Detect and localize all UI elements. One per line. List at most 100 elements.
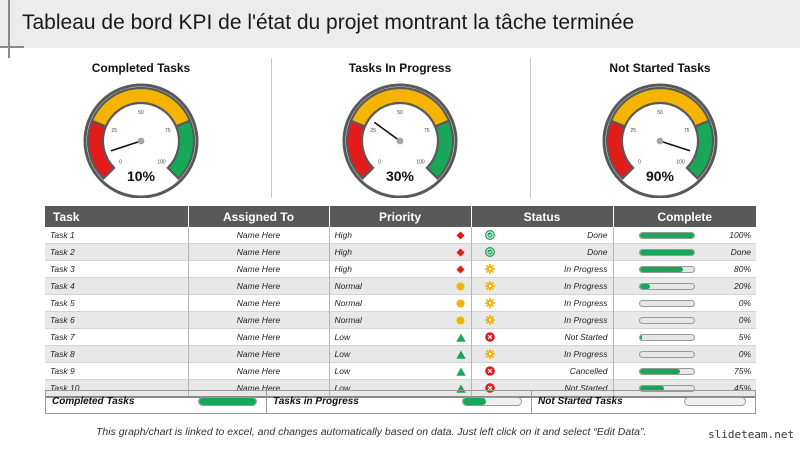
title-accent-line [0, 46, 24, 48]
gauge-needle [659, 140, 691, 152]
progress-bar-fill [639, 385, 664, 391]
table-row[interactable]: Task 4 Name Here Normal In Progress 20% [45, 277, 756, 295]
column-header-complete[interactable]: Complete [613, 206, 756, 227]
gauge-tick-label: 75 [684, 128, 690, 134]
task-name: Task 5 [50, 298, 75, 308]
priority-text: High [334, 247, 352, 257]
gauge-not-started-tasks[interactable]: Not Started Tasks 0 25 50 75 100 90% [560, 58, 760, 198]
complete-value: 80% [733, 264, 751, 274]
task-name: Task 10 [50, 383, 80, 393]
legend-progress-completed [198, 397, 257, 406]
table-row[interactable]: Task 6 Name Here Normal In Progress 0% [45, 311, 756, 329]
yellow-circle-icon [456, 315, 466, 325]
task-name: Task 1 [50, 230, 75, 240]
assignee-name: Name Here [236, 281, 281, 291]
status-cell: Done [471, 227, 614, 244]
gauge-tick-label: 25 [630, 128, 636, 134]
priority-cell: High [329, 227, 472, 244]
column-header-status[interactable]: Status [471, 206, 614, 227]
task-name: Task 3 [50, 264, 75, 274]
priority-text: High [334, 230, 352, 240]
task-cell: Task 2 [45, 243, 189, 261]
progress-bar [638, 231, 695, 239]
status-cell: Not Started [471, 328, 614, 346]
green-triangle-icon [455, 349, 466, 359]
gauge-zone-green [425, 119, 455, 181]
table-row[interactable]: Task 7 Name Here Low Not Started 5% [45, 328, 756, 346]
gear-icon [484, 298, 495, 308]
status-text: Done [587, 247, 608, 257]
assigned-cell: Name Here [188, 277, 330, 295]
progress-bar [638, 316, 695, 324]
complete-cell: 75% [613, 363, 756, 380]
complete-value: 0% [738, 349, 751, 359]
progress-bar-fill [639, 334, 643, 340]
assignee-name: Name Here [236, 383, 281, 393]
complete-cell: 0% [613, 311, 756, 329]
legend-progress-fill [199, 398, 256, 405]
task-name: Task 2 [50, 247, 75, 257]
progress-bar-fill [639, 266, 683, 272]
table-row[interactable]: Task 8 Name Here Low In Progress 0% [45, 345, 756, 363]
legend-progress-in-progress [462, 397, 522, 406]
task-name: Task 7 [50, 332, 75, 342]
table-row[interactable]: Task 9 Name Here Low Cancelled 75% [45, 362, 756, 380]
complete-value: 75% [733, 366, 751, 376]
table-row[interactable]: Task 10 Name Here Low Not Started 45% [45, 379, 756, 397]
assignee-name: Name Here [236, 366, 281, 376]
progress-bar-fill [639, 368, 680, 374]
table-row[interactable]: Task 2 Name Here High Done Done [45, 243, 756, 261]
progress-bar [638, 367, 695, 375]
red-diamond-icon [456, 230, 466, 240]
status-text: Done [587, 230, 608, 240]
assignee-name: Name Here [236, 349, 281, 359]
legend-divider [266, 391, 267, 413]
task-name: Task 4 [50, 281, 75, 291]
title-bar [0, 0, 800, 48]
assignee-name: Name Here [236, 247, 281, 257]
status-text: In Progress [564, 281, 608, 291]
column-header-task[interactable]: Task [45, 206, 189, 227]
legend-bar: Completed Tasks Tasks in Progress Not St… [45, 390, 756, 414]
gear-icon [484, 349, 495, 359]
table-row[interactable]: Task 3 Name Here High In Progress 80% [45, 260, 756, 278]
page-title: Tableau de bord KPI de l'état du projet … [22, 11, 635, 34]
task-table-body: Task 1 Name Here High Done 100% Task 2 N… [45, 227, 756, 397]
task-cell: Task 8 [45, 345, 189, 363]
gauge-hub [137, 137, 145, 145]
status-cell: In Progress [471, 311, 614, 329]
priority-cell: Low [329, 379, 472, 397]
column-header-priority[interactable]: Priority [329, 206, 472, 227]
priority-text: Normal [334, 298, 362, 308]
gauge-tick-label: 25 [111, 128, 117, 134]
table-row[interactable]: Task 1 Name Here High Done 100% [45, 227, 756, 244]
legend-divider [531, 391, 532, 413]
status-text: Not Started [564, 332, 608, 342]
progress-bar [638, 350, 695, 358]
red-x-icon [484, 366, 495, 376]
status-cell: In Progress [471, 260, 614, 278]
assignee-name: Name Here [236, 230, 281, 240]
legend-progress-fill [463, 398, 487, 405]
task-name: Task 8 [50, 349, 75, 359]
priority-text: Low [334, 349, 351, 359]
table-row[interactable]: Task 5 Name Here Normal In Progress 0% [45, 294, 756, 312]
complete-cell: Done [613, 243, 756, 261]
column-header-assigned[interactable]: Assigned To [188, 206, 330, 227]
gauge-completed-tasks[interactable]: Completed Tasks 0 25 50 75 100 10% [41, 58, 241, 198]
assignee-name: Name Here [236, 264, 281, 274]
progress-bar [638, 333, 695, 341]
complete-value: 20% [733, 281, 751, 291]
title-accent-line [8, 0, 10, 58]
assigned-cell: Name Here [188, 294, 330, 312]
gauge-tasks-in-progress[interactable]: Tasks In Progress 0 25 50 75 100 30% [300, 58, 500, 198]
gauge-tick-label: 100 [676, 160, 685, 166]
green-triangle-icon [455, 332, 466, 342]
complete-cell: 5% [613, 329, 756, 346]
watermark: slideteam.net [708, 428, 795, 441]
gauge-tick-label: 0 [119, 160, 122, 166]
task-cell: Task 4 [45, 277, 189, 295]
